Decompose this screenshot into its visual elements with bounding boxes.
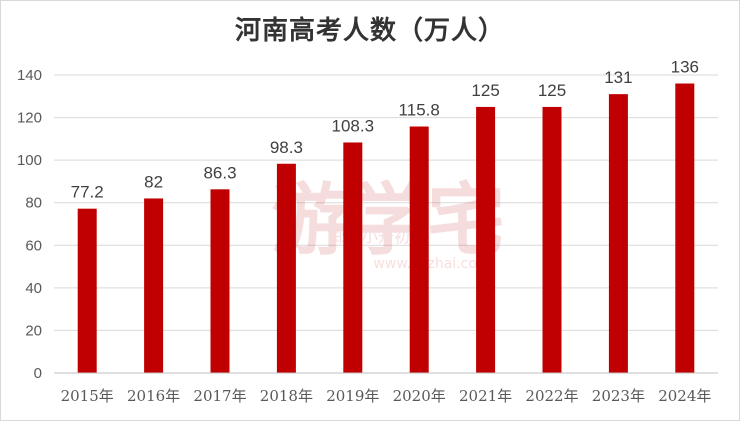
x-category-label: 2016年 — [127, 387, 180, 405]
y-tick-label: 20 — [25, 322, 42, 339]
watermark-url: www.yxzhai.com — [373, 256, 490, 272]
bar — [77, 208, 97, 373]
watermark-sub: 郑州小升初 — [330, 227, 410, 246]
y-tick-label: 0 — [34, 365, 42, 382]
bar — [608, 94, 628, 374]
y-tick-label: 60 — [25, 237, 42, 254]
watermark-logo: 游学宅 郑州小升初 www.yxzhai.com — [271, 176, 505, 272]
bar — [476, 106, 496, 373]
x-category-label: 2015年 — [61, 387, 114, 405]
x-category-label: 2017年 — [193, 387, 246, 405]
chart-title: 河南高考人数（万人） — [234, 16, 505, 46]
x-category-label: 2021年 — [459, 387, 512, 405]
x-category-label: 2022年 — [525, 387, 578, 405]
bar — [675, 83, 695, 373]
bar — [210, 189, 230, 373]
y-tick-label: 140 — [17, 67, 42, 84]
bar — [409, 126, 429, 373]
data-label: 86.3 — [203, 163, 236, 182]
data-label: 98.3 — [270, 138, 303, 157]
data-label: 125 — [471, 81, 499, 100]
y-axis-ticks: 0 20 40 60 80 100 120 140 — [17, 67, 42, 382]
x-category-label: 2020年 — [393, 387, 446, 405]
data-label: 115.8 — [399, 101, 440, 120]
y-tick-label: 100 — [17, 152, 42, 169]
data-labels: 77.2 82 86.3 98.3 108.3 115.8 125 125 131 136 — [71, 58, 699, 202]
data-label: 131 — [604, 68, 632, 87]
bar — [144, 198, 164, 373]
gridlines — [54, 74, 718, 331]
data-label: 82 — [144, 172, 163, 191]
x-category-label: 2018年 — [260, 387, 313, 405]
y-tick-label: 40 — [25, 280, 42, 297]
data-label: 136 — [671, 58, 699, 77]
data-label: 125 — [538, 81, 566, 100]
data-label: 108.3 — [332, 116, 375, 135]
x-category-label: 2024年 — [658, 387, 711, 405]
bar — [276, 163, 296, 373]
x-axis-categories: 2015年 2016年 2017年 2018年 2019年 2020年 2021年 2022年… — [61, 387, 712, 405]
bar — [542, 106, 562, 373]
y-tick-label: 120 — [17, 110, 42, 127]
bars — [77, 83, 695, 374]
x-category-label: 2023年 — [592, 387, 645, 405]
y-tick-label: 80 — [25, 195, 42, 212]
bar — [343, 142, 363, 373]
x-category-label: 2019年 — [326, 387, 379, 405]
watermark-brand: 游学宅 — [271, 176, 505, 266]
data-label: 77.2 — [71, 183, 104, 202]
